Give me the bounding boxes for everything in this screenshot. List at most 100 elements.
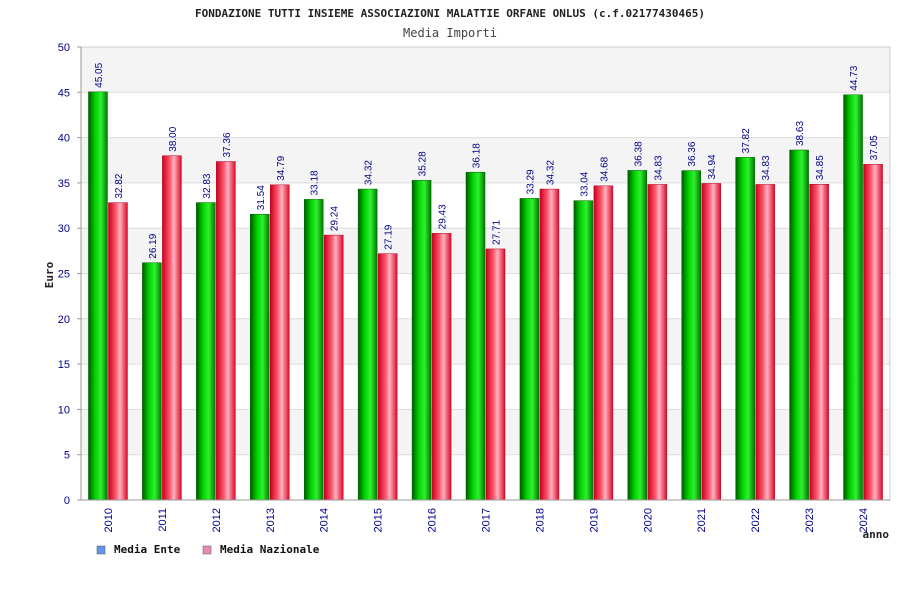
bar-media-ente-2010 [88, 91, 108, 501]
data-label: 34.83 [653, 155, 664, 180]
legend-swatch [96, 545, 106, 555]
data-label: 27.71 [492, 219, 503, 244]
data-label: 32.82 [114, 173, 125, 198]
x-tick-label: 2018 [534, 508, 546, 532]
data-label: 38.63 [795, 121, 806, 146]
grid-band [81, 318, 890, 365]
data-label: 36.18 [472, 143, 483, 168]
x-tick-label: 2023 [804, 508, 816, 532]
data-label: 33.18 [310, 170, 321, 195]
grid-band [81, 92, 890, 138]
data-label: 34.68 [599, 156, 610, 181]
y-tick-label: 5 [64, 450, 70, 462]
legend: Media Ente Media Nazionale [96, 543, 320, 556]
x-tick-label: 2020 [642, 508, 654, 532]
data-label: 34.79 [276, 155, 287, 180]
bar-media-ente-2016 [411, 180, 432, 501]
data-label: 26.19 [148, 233, 159, 258]
chart-subtitle: Media Importi [403, 26, 497, 40]
x-tick-label: 2014 [319, 508, 331, 532]
x-tick-label: 2012 [211, 508, 223, 532]
data-label: 33.29 [525, 169, 536, 194]
bar-media-ente-2020 [627, 170, 648, 501]
x-tick-label: 2016 [427, 508, 439, 532]
data-label: 37.36 [222, 132, 233, 157]
data-label: 29.24 [330, 206, 341, 231]
x-tick-label: 2024 [858, 508, 870, 532]
bar-media-ente-2018 [519, 198, 540, 501]
y-tick-label: 30 [58, 223, 70, 235]
x-tick-label: 2015 [373, 508, 385, 532]
grid-band [81, 47, 890, 93]
bar-media-nazionale-2013 [270, 184, 290, 501]
grid-band [81, 409, 890, 455]
bar-media-ente-2015 [357, 188, 378, 501]
data-label: 33.04 [579, 171, 590, 196]
chart-title: FONDAZIONE TUTTI INSIEME ASSOCIAZIONI MA… [195, 7, 705, 20]
legend-entry: Media Ente [114, 543, 181, 556]
bar-media-nazionale-2019 [593, 185, 614, 501]
data-label: 34.94 [707, 154, 718, 179]
bar-media-ente-2012 [196, 202, 216, 501]
bar-media-ente-2022 [735, 157, 755, 501]
data-label: 38.00 [168, 126, 179, 151]
grid-band [81, 364, 890, 410]
grid-band [81, 182, 890, 229]
data-label: 45.05 [94, 62, 105, 87]
data-label: 31.54 [256, 185, 267, 210]
bar-media-nazionale-2021 [701, 183, 721, 501]
x-tick-label: 2022 [750, 508, 762, 532]
bar-media-nazionale-2017 [485, 248, 506, 501]
data-label: 34.32 [545, 160, 556, 185]
data-label: 27.19 [384, 224, 395, 249]
data-label: 34.83 [761, 155, 772, 180]
y-tick-label: 25 [58, 269, 70, 281]
bar-media-ente-2019 [573, 200, 594, 501]
bar-media-nazionale-2012 [216, 161, 236, 501]
y-tick-label: 50 [58, 42, 70, 54]
bar-media-ente-2011 [142, 262, 162, 501]
bar-media-nazionale-2023 [809, 184, 829, 501]
bar-media-nazionale-2022 [755, 184, 775, 501]
data-label: 32.83 [202, 173, 213, 198]
bar-media-nazionale-2018 [539, 188, 560, 501]
x-axis-label: anno [863, 528, 890, 541]
data-label: 44.73 [849, 65, 860, 90]
bar-media-nazionale-2015 [377, 253, 398, 501]
bar-media-nazionale-2020 [647, 184, 668, 501]
y-tick-label: 0 [64, 495, 70, 507]
y-tick-label: 20 [58, 314, 70, 326]
grid-band [81, 228, 890, 274]
bar-media-ente-2024 [843, 94, 863, 501]
x-tick-label: 2021 [696, 508, 708, 532]
x-tick-label: 2017 [481, 508, 493, 532]
data-label: 34.85 [815, 155, 826, 180]
y-tick-label: 15 [58, 359, 70, 371]
data-label: 37.05 [869, 135, 880, 160]
bar-media-nazionale-2010 [108, 202, 128, 501]
bar-media-ente-2017 [465, 171, 486, 501]
bar-media-nazionale-2016 [431, 233, 452, 501]
x-tick-label: 2010 [103, 508, 115, 532]
x-tick-label: 2011 [157, 508, 169, 532]
bar-media-nazionale-2024 [863, 164, 883, 501]
y-axis-label: Euro [43, 261, 56, 288]
y-tick-label: 40 [58, 133, 70, 145]
grid [81, 46, 890, 501]
legend-entry: Media Nazionale [220, 543, 320, 556]
legend-swatch [202, 545, 212, 555]
data-label: 37.82 [741, 128, 752, 153]
grid-band [81, 454, 890, 500]
grid-band [81, 273, 890, 319]
x-tick-label: 2013 [265, 508, 277, 532]
bar-media-ente-2023 [789, 149, 809, 501]
data-label: 36.36 [687, 141, 698, 166]
x-tick-label: 2019 [588, 508, 600, 532]
grid-band [81, 137, 890, 183]
bar-media-ente-2013 [250, 213, 270, 501]
data-label: 29.43 [438, 204, 449, 229]
y-tick-label: 45 [58, 87, 70, 99]
bar-media-nazionale-2014 [323, 234, 344, 501]
bar-media-ente-2014 [303, 199, 324, 501]
